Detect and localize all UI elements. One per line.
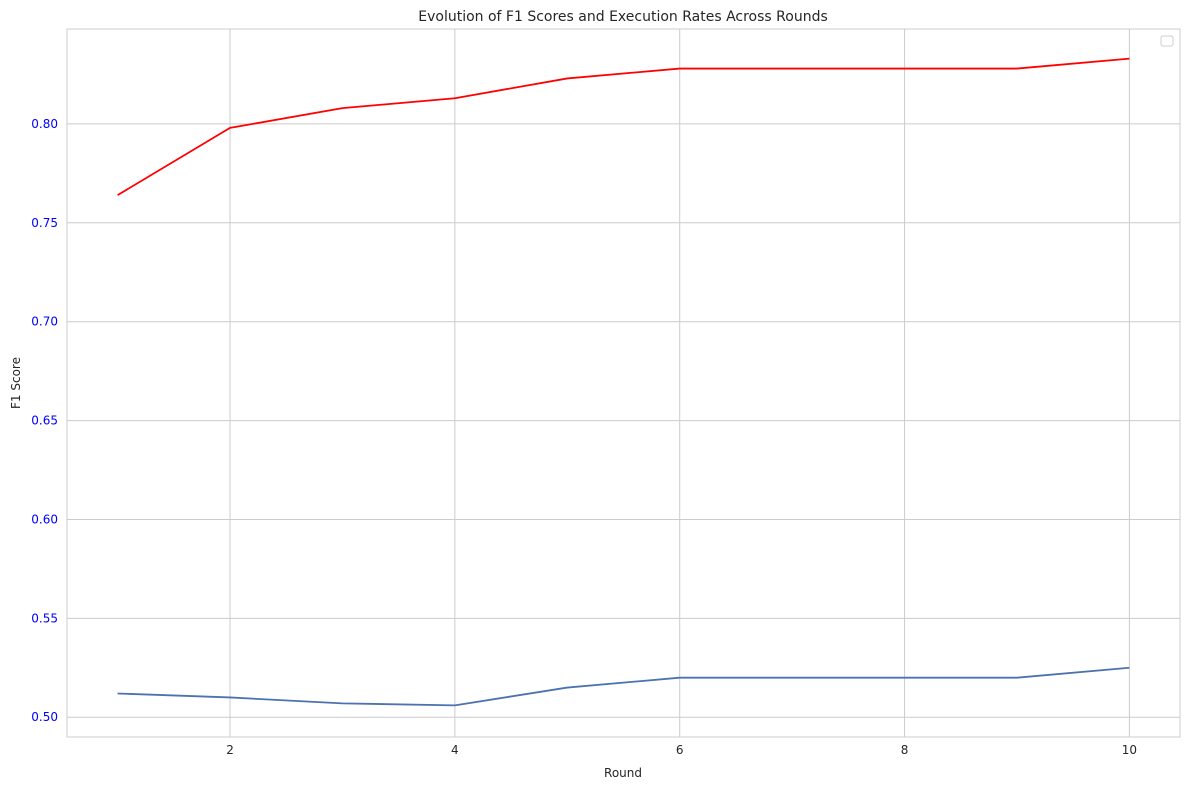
chart-title: Evolution of F1 Scores and Execution Rat… [418, 9, 828, 25]
y-tick-label: 0.50 [31, 710, 58, 724]
y-tick-label: 0.55 [31, 611, 58, 625]
plot-frame [66, 28, 1181, 738]
y-tick-label: 0.60 [31, 512, 58, 526]
legend-box[interactable] [1160, 35, 1174, 47]
y-tick-label: 0.70 [31, 315, 58, 329]
y-tick-label: 0.65 [31, 414, 58, 428]
y-axis-label: F1 Score [9, 357, 23, 409]
x-tick-label: 4 [451, 743, 459, 757]
y-tick-label: 0.80 [31, 117, 58, 131]
y-tick-label: 0.75 [31, 216, 58, 230]
series-line-2 [117, 666, 1130, 707]
series-line-1 [117, 57, 1130, 196]
x-tick-labels: 2 4 6 8 10 [226, 743, 1137, 757]
x-tick-label: 8 [901, 743, 909, 757]
x-tick-label: 6 [676, 743, 684, 757]
series-lines [117, 57, 1130, 707]
x-axis-label: Round [604, 766, 642, 780]
y-tick-labels: 0.50 0.55 0.60 0.65 0.70 0.75 0.80 [31, 117, 58, 724]
x-tick-label: 10 [1122, 743, 1137, 757]
plot-background [67, 29, 1180, 737]
x-tick-label: 2 [226, 743, 234, 757]
